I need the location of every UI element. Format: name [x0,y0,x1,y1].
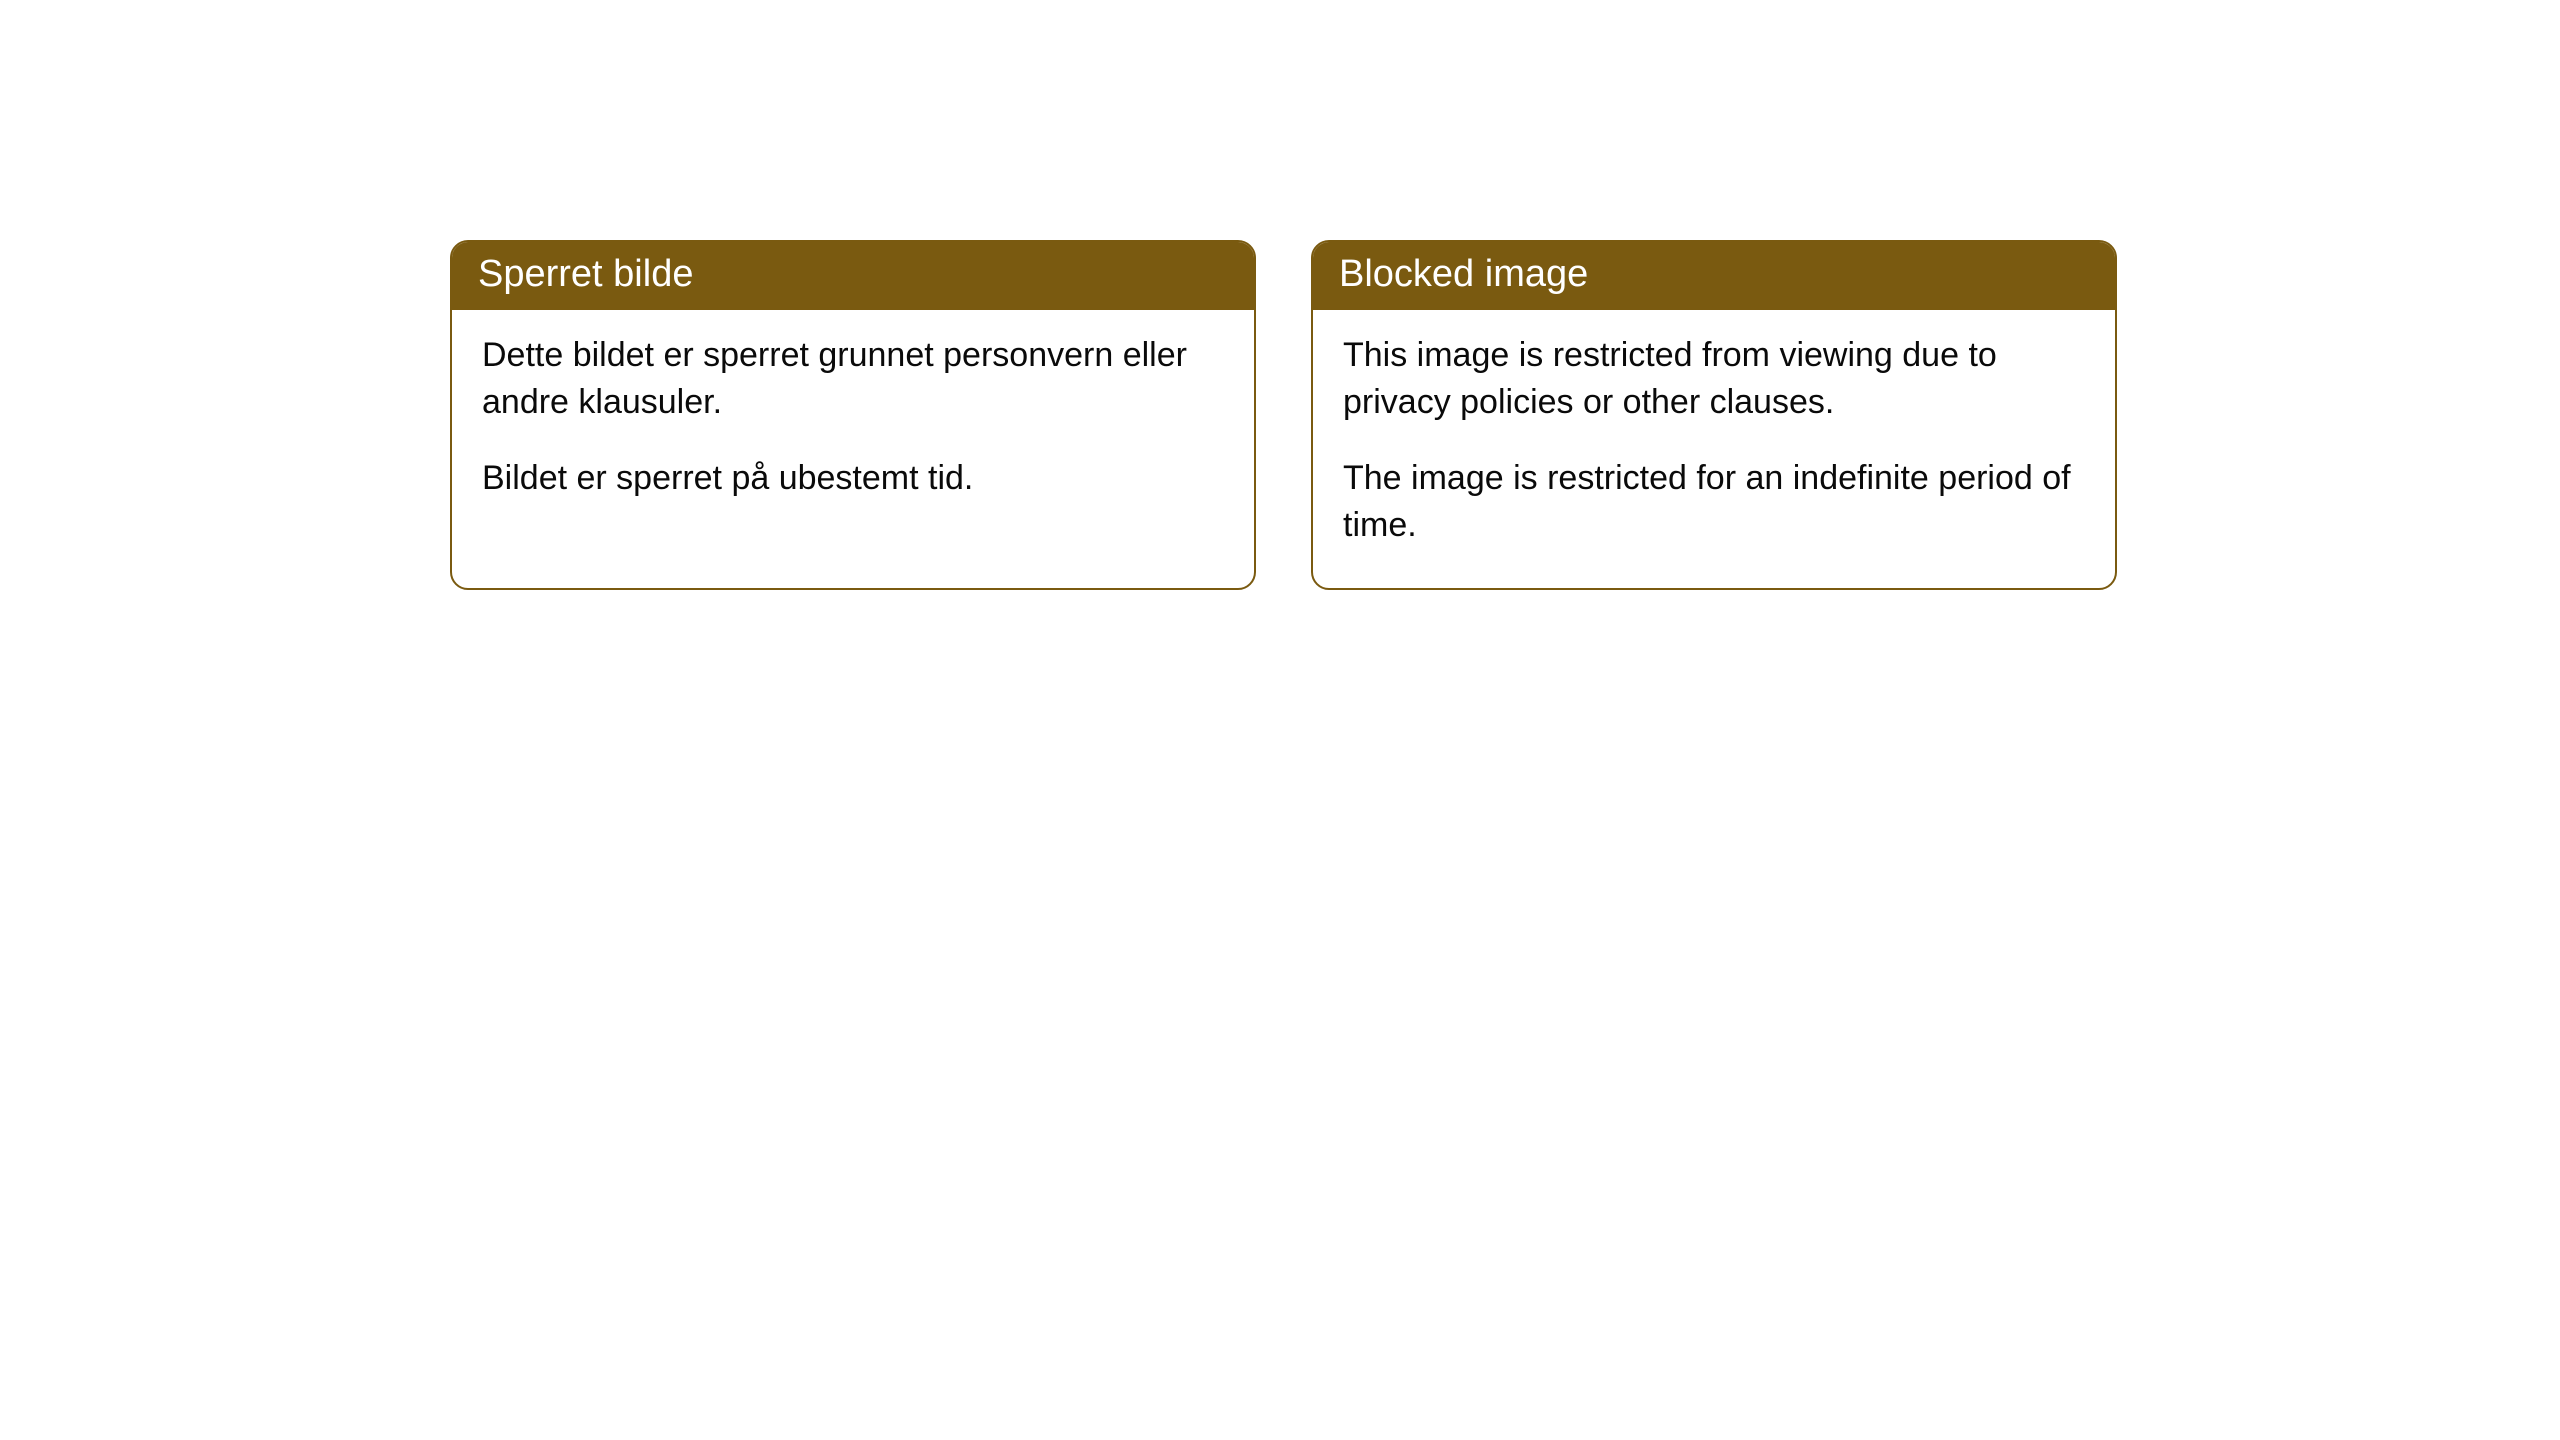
card-title: Blocked image [1339,253,1588,295]
card-paragraph: This image is restricted from viewing du… [1343,332,2085,427]
card-header: Blocked image [1313,242,2115,310]
card-paragraph: The image is restricted for an indefinit… [1343,455,2085,550]
card-paragraph: Dette bildet er sperret grunnet personve… [482,332,1224,427]
card-paragraph: Bildet er sperret på ubestemt tid. [482,455,1224,503]
card-body: Dette bildet er sperret grunnet personve… [452,310,1254,541]
notice-card-norwegian: Sperret bilde Dette bildet er sperret gr… [450,240,1256,590]
notice-card-english: Blocked image This image is restricted f… [1311,240,2117,590]
card-body: This image is restricted from viewing du… [1313,310,2115,588]
card-header: Sperret bilde [452,242,1254,310]
notice-cards-container: Sperret bilde Dette bildet er sperret gr… [450,240,2117,590]
card-title: Sperret bilde [478,253,693,295]
